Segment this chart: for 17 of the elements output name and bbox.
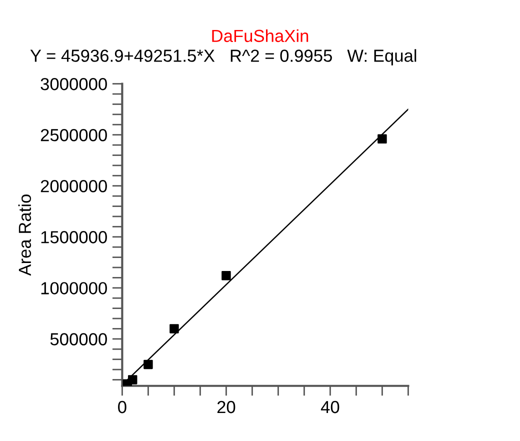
x-tick-label: 20 bbox=[217, 400, 236, 414]
point bbox=[128, 375, 138, 384]
y-tick-label: 500000 bbox=[50, 333, 107, 346]
point bbox=[170, 324, 179, 334]
y-tick-label: 2000000 bbox=[40, 180, 107, 192]
y-tick-label: 2500000 bbox=[40, 128, 107, 142]
y-tick-label: 1500000 bbox=[41, 231, 107, 244]
chart-subtitle: Y = 45936.9+49251.5*X R^2 = 0.9955 W: Equal bbox=[30, 49, 416, 66]
y-tick-label: 3000000 bbox=[40, 78, 107, 90]
y-tick-label: 1000000 bbox=[41, 282, 107, 294]
x-tick-label: 0 bbox=[118, 400, 126, 414]
point bbox=[378, 134, 387, 144]
point bbox=[222, 271, 231, 280]
point bbox=[144, 360, 153, 370]
chart-title: DaFuShaXin bbox=[212, 29, 308, 42]
x-tick-label: 40 bbox=[320, 400, 340, 414]
y-axis-title: Area Ratio bbox=[18, 194, 32, 276]
